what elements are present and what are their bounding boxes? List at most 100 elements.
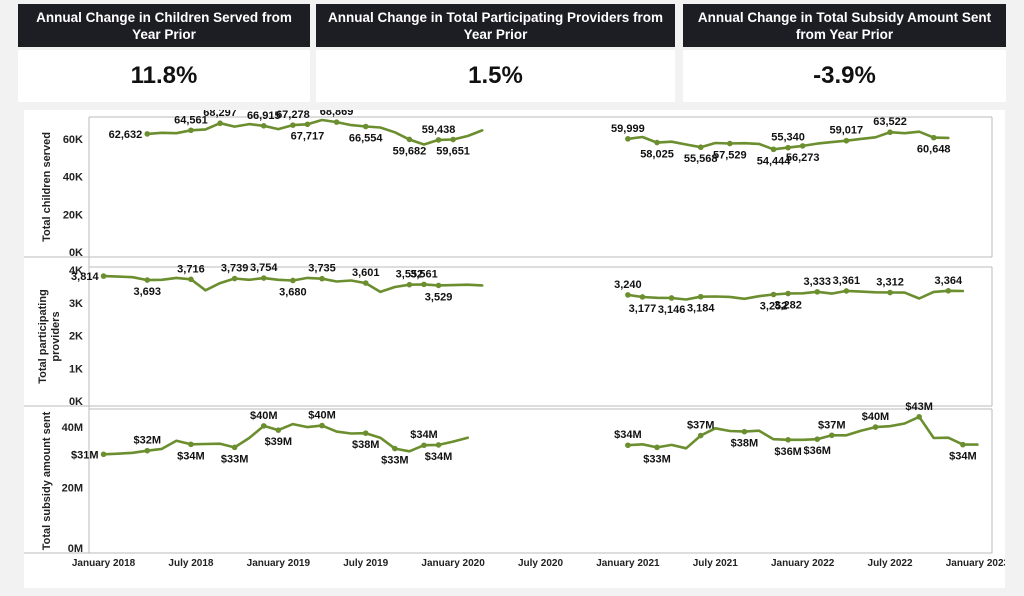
- x-tick-label: January 2018: [72, 558, 136, 569]
- data-point: [625, 136, 631, 142]
- data-label: $33M: [381, 455, 409, 467]
- data-label: 3,735: [308, 263, 336, 275]
- data-point: [945, 288, 952, 294]
- x-tick-label: July 2020: [518, 558, 563, 569]
- data-label: $40M: [308, 410, 336, 422]
- data-label: $40M: [250, 410, 278, 422]
- data-point: [814, 289, 821, 295]
- y-axis-title: providers: [50, 311, 62, 361]
- data-label: 3,240: [614, 279, 642, 291]
- y-tick-label: 40M: [62, 422, 83, 434]
- data-label: $34M: [177, 450, 205, 462]
- y-tick-label: 40K: [63, 172, 83, 184]
- data-label: 3,716: [177, 263, 205, 275]
- data-point: [843, 137, 850, 144]
- data-point: [697, 144, 704, 151]
- data-point: [770, 146, 777, 153]
- data-point: [785, 144, 791, 151]
- data-point: [144, 131, 151, 137]
- data-point: [960, 441, 966, 448]
- data-label: $34M: [949, 451, 977, 463]
- data-label: 3,252: [760, 300, 788, 312]
- data-label: 3,601: [352, 267, 380, 279]
- kpi-value-children-served: 11.8%: [18, 50, 310, 102]
- data-point: [625, 442, 631, 449]
- y-tick-label: 3K: [69, 298, 83, 310]
- data-label: 58,025: [640, 149, 674, 161]
- data-point: [785, 437, 791, 443]
- data-point: [362, 123, 369, 130]
- data-point: [144, 447, 151, 454]
- data-point: [654, 444, 660, 451]
- data-point: [828, 432, 835, 439]
- data-point: [392, 445, 398, 452]
- y-axis-title: Total subsidy amount sent: [41, 411, 53, 550]
- data-point: [843, 288, 850, 294]
- data-point: [290, 122, 296, 128]
- y-tick-label: 4K: [69, 265, 83, 277]
- data-point: [406, 281, 413, 288]
- data-label: $37M: [818, 419, 846, 431]
- data-label: $38M: [731, 438, 759, 450]
- data-label: 3,364: [935, 275, 963, 287]
- data-label: 3,146: [658, 304, 686, 316]
- data-point: [275, 427, 282, 433]
- data-label: $31M: [71, 449, 99, 461]
- y-tick-label: 20M: [62, 483, 83, 495]
- kpi-title-subsidy-amount: Annual Change in Total Subsidy Amount Se…: [683, 4, 1006, 47]
- kpi-value-subsidy-amount: -3.9%: [683, 50, 1006, 102]
- data-point: [770, 291, 777, 298]
- data-point: [333, 119, 340, 125]
- data-label: $40M: [862, 411, 890, 423]
- y-tick-label: 0K: [69, 247, 83, 259]
- data-label: 64,561: [174, 114, 208, 126]
- y-tick-label: 1K: [69, 363, 83, 375]
- data-label: 57,529: [713, 150, 747, 162]
- data-point: [887, 129, 893, 136]
- x-tick-label: January 2022: [771, 558, 835, 569]
- series-line: [626, 415, 979, 450]
- data-label: $36M: [774, 446, 802, 458]
- series-line: [146, 118, 484, 146]
- data-point: [668, 295, 675, 301]
- data-point: [144, 277, 151, 283]
- data-point: [930, 134, 937, 141]
- y-tick-label: 2K: [69, 331, 83, 343]
- x-tick-label: January 2023: [946, 558, 1005, 569]
- y-tick-label: 0K: [69, 396, 83, 408]
- data-point: [450, 136, 456, 143]
- data-point: [435, 442, 442, 448]
- data-point: [435, 282, 442, 289]
- data-point: [872, 424, 879, 430]
- data-label: 68,869: [320, 110, 354, 118]
- data-label: 55,568: [684, 153, 718, 165]
- x-tick-label: January 2019: [247, 558, 311, 569]
- data-label: 3,333: [803, 276, 831, 288]
- y-tick-label: 20K: [63, 209, 83, 221]
- chart-panel: 0K 20K 40K 60K Total children served 62,632 64…: [24, 106, 1010, 588]
- data-point: [188, 441, 194, 448]
- data-point: [100, 451, 107, 458]
- x-tick-label: July 2021: [693, 558, 738, 569]
- data-label: $36M: [803, 445, 831, 457]
- data-label: 66,915: [247, 110, 281, 122]
- data-point: [435, 137, 442, 143]
- kpi-value-participating-providers: 1.5%: [316, 50, 675, 102]
- data-label: 67,717: [291, 130, 325, 142]
- data-label: 3,552: [396, 269, 424, 281]
- data-label: 59,682: [393, 145, 427, 157]
- data-label: 3,529: [425, 291, 453, 303]
- data-label: 63,522: [873, 116, 907, 128]
- data-point: [916, 414, 922, 420]
- data-point: [741, 428, 748, 435]
- x-tick-label: July 2022: [868, 558, 913, 569]
- data-label: $32M: [133, 435, 161, 447]
- x-tick-label: July 2019: [343, 558, 388, 569]
- data-point: [639, 294, 646, 300]
- data-point: [188, 127, 194, 134]
- data-label: 59,999: [611, 123, 645, 135]
- data-label: 67,278: [276, 110, 310, 121]
- data-label: 59,017: [830, 125, 864, 137]
- data-point: [421, 442, 427, 449]
- data-label: 60,648: [917, 144, 951, 156]
